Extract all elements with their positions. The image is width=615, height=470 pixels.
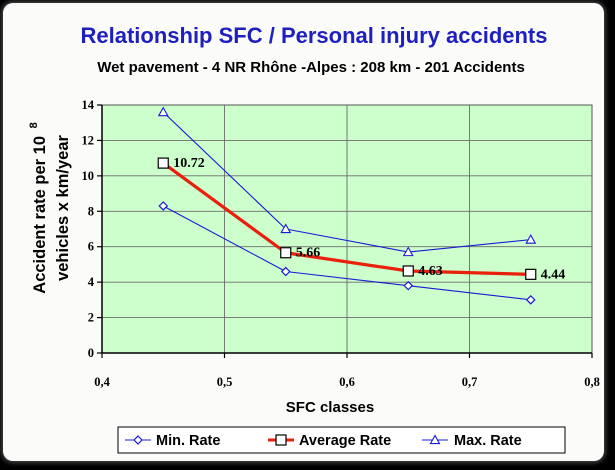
chart-title: Relationship SFC / Personal injury accid… <box>80 23 547 48</box>
chart-subtitle: Wet pavement - 4 NR Rhône -Alpes : 208 k… <box>97 59 525 76</box>
y-axis-label-line2: vehicles x km/year <box>54 134 72 280</box>
x-tick-label: 0,8 <box>584 375 600 389</box>
point-square <box>157 157 169 169</box>
tick-labels: 0 2 4 6 8 10 12 14 0,4 0,5 0,6 0,7 0,8 <box>82 98 600 389</box>
point-square <box>402 265 414 277</box>
point-triangle <box>525 233 537 244</box>
point-triangle <box>402 246 414 257</box>
x-tick-label: 0,7 <box>462 375 478 389</box>
y-tick-label: 2 <box>88 311 94 325</box>
series-line-diamond <box>162 205 531 301</box>
data-label: 4.44 <box>541 267 566 282</box>
chart-svg: Relationship SFC / Personal injury accid… <box>28 23 600 454</box>
legend-marker <box>275 434 287 446</box>
series-group <box>162 111 531 301</box>
y-axis-label-line1: Accident rate per 10 <box>31 136 49 294</box>
point-diamond <box>403 280 414 291</box>
series-line-square <box>162 161 531 276</box>
point-diamond <box>158 201 169 211</box>
y-axis-label-superscript: 8 <box>28 122 40 128</box>
legend-label: Min. Rate <box>156 433 220 449</box>
series-line-triangle <box>162 111 531 253</box>
point-triangle <box>280 223 292 234</box>
legend: Min. Rate Average Rate Max. Rate <box>125 433 522 449</box>
x-tick-label: 0,5 <box>217 375 233 389</box>
point-diamond <box>280 266 291 277</box>
y-tick-label: 8 <box>88 204 94 218</box>
axes <box>97 104 593 358</box>
y-tick-label: 10 <box>82 169 95 183</box>
y-tick-label: 6 <box>88 240 94 254</box>
y-tick-label: 4 <box>88 275 95 289</box>
x-tick-label: 0,6 <box>339 375 355 389</box>
y-tick-label: 0 <box>88 346 94 360</box>
data-label: 5.66 <box>296 246 321 261</box>
gridlines <box>102 105 592 353</box>
chart-frame: Relationship SFC / Personal injury accid… <box>3 3 604 461</box>
point-diamond <box>525 295 536 305</box>
point-square <box>280 247 292 259</box>
data-label: 4.63 <box>418 264 443 279</box>
point-square <box>525 268 537 280</box>
data-labels: 10.72 5.66 4.63 4.44 <box>173 156 565 282</box>
point-triangle <box>157 106 169 117</box>
legend-box <box>117 426 566 454</box>
y-tick-label: 14 <box>82 98 95 112</box>
legend-label: Max. Rate <box>454 433 522 449</box>
y-axis-label: Accident rate per 10 8 vehicles x km/yea… <box>28 122 72 293</box>
y-tick-label: 12 <box>82 133 95 147</box>
x-tick-label: 0,4 <box>94 375 110 389</box>
legend-marker <box>429 434 441 445</box>
legend-marker <box>133 435 143 445</box>
legend-label: Average Rate <box>299 433 391 449</box>
markers-group <box>157 106 537 305</box>
data-label: 10.72 <box>173 156 205 171</box>
x-axis-label: SFC classes <box>286 399 374 416</box>
svg-text:Accident rate per 10 8: Accident rate per 10 8 <box>28 122 49 293</box>
